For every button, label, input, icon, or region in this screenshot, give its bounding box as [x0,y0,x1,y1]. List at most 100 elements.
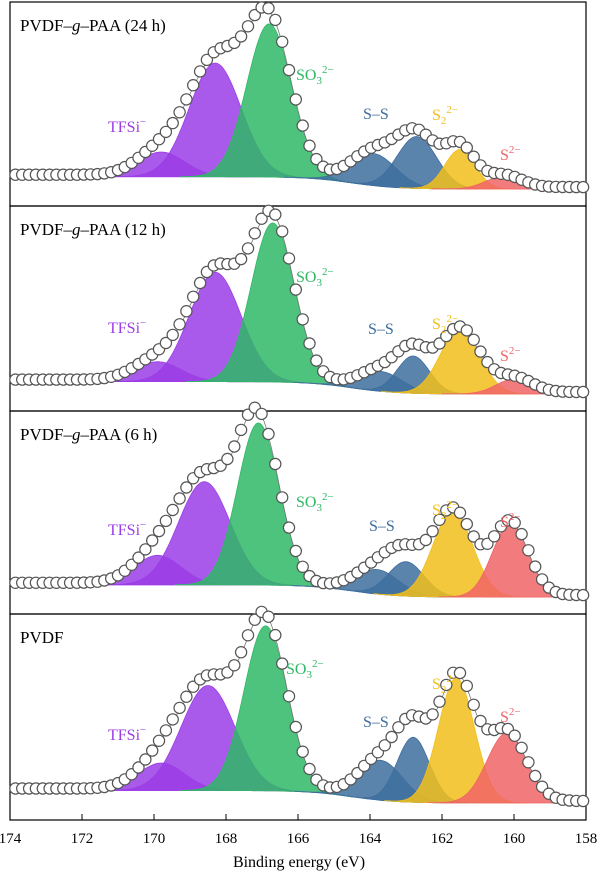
panel-1: PVDF–g–PAA (24 h)TFSi−SO32−S–S S22−S2− [9,1,590,207]
label-main: TFSi [108,119,141,136]
data-point [262,610,275,623]
label-sup: 2− [509,144,521,156]
label-main: TFSi [108,522,141,539]
data-point [508,729,521,742]
label-sup: 2− [509,706,521,718]
data-point [180,93,193,106]
data-point [460,324,473,337]
label-s2: S22− [432,104,458,127]
label-main: S [500,709,509,726]
label-tfsi: TFSi− [108,116,146,136]
data-point [276,225,289,238]
label-main: SO [296,67,316,84]
label-ss: S–S [368,321,394,338]
x-axis-label: Binding energy (eV) [233,854,365,871]
label-sup: − [140,116,146,128]
data-point [248,8,261,22]
data-point [166,116,179,130]
x-tick-label: 166 [287,831,310,847]
label-ss: S–S [363,714,389,731]
panel-title: PVDF–g–PAA (12 h) [20,220,166,239]
label-sup: 2− [446,313,458,325]
panel-title: PVDF–g–PAA (24 h) [20,16,166,35]
label-main: TFSi [108,320,141,337]
x-axis: 174 172 170 168 166 164 162 160 158 [0,814,597,847]
data-point [296,560,309,574]
label-so3: SO32− [296,266,334,289]
data-point [180,481,193,494]
data-point [132,551,145,564]
data-point [145,744,159,757]
data-point [180,690,193,703]
data-point [426,525,439,538]
data-point [269,628,282,642]
data-point [453,666,467,680]
label-so3: SO32− [296,491,334,514]
data-point [467,333,480,346]
label-s2: S22− [432,673,458,696]
title-part: g [72,16,81,35]
data-point [173,106,186,119]
label-s: S2− [500,511,521,531]
label-sup: 2− [322,266,334,278]
data-point [234,646,248,659]
label-sub: 2 [441,510,447,522]
data-point [166,713,179,726]
label-s: S2− [500,144,521,164]
x-tick-label: 168 [215,831,238,847]
data-point [173,701,186,715]
label-main: S [500,514,509,531]
label-sup: 2− [446,673,458,685]
data-point [378,739,391,752]
data-point [269,208,282,221]
label-sup: 2− [322,491,334,503]
data-point [228,440,241,453]
data-point [576,588,590,602]
data-point [186,290,200,303]
x-tick-label: 164 [359,831,382,847]
data-point [159,514,173,528]
data-point [186,78,200,92]
data-point [515,527,528,541]
data-point [289,93,302,106]
data-point [159,125,173,139]
data-point [433,695,446,708]
data-point [132,761,145,774]
data-point [255,407,268,421]
data-point [522,544,535,557]
data-point [255,212,268,225]
data-point [228,659,241,672]
data-point [234,252,248,266]
label-main: S–S [369,518,395,535]
x-tick-label: 174 [0,831,22,847]
data-point [303,337,316,350]
label-sub: 3 [316,502,322,514]
data-point [576,385,590,399]
data-point [426,708,439,721]
data-point [289,283,302,296]
data-point [241,20,255,33]
label-main: SO [296,269,316,286]
label-sup: − [140,724,146,736]
panels: PVDF–g–PAA (24 h)TFSi−SO32−S–S S22−S2−PVD… [9,1,590,821]
label-sub: 2 [441,684,447,696]
data-point [453,506,467,519]
data-point [193,65,207,78]
data-point [385,730,398,744]
data-point [419,533,432,547]
data-point [460,679,473,693]
data-point [145,534,159,547]
data-point [289,544,302,558]
data-point [139,543,152,556]
panel-2: PVDF–g–PAA (12 h)TFSi−SO32−S–S S22−S2− [9,204,590,412]
label-sup: 2− [446,104,458,116]
data-point [173,318,186,331]
data-point [166,328,179,342]
label-sup: − [140,519,146,531]
label-sup: − [140,317,146,329]
label-s2: S22− [432,499,458,522]
data-point [296,313,309,326]
